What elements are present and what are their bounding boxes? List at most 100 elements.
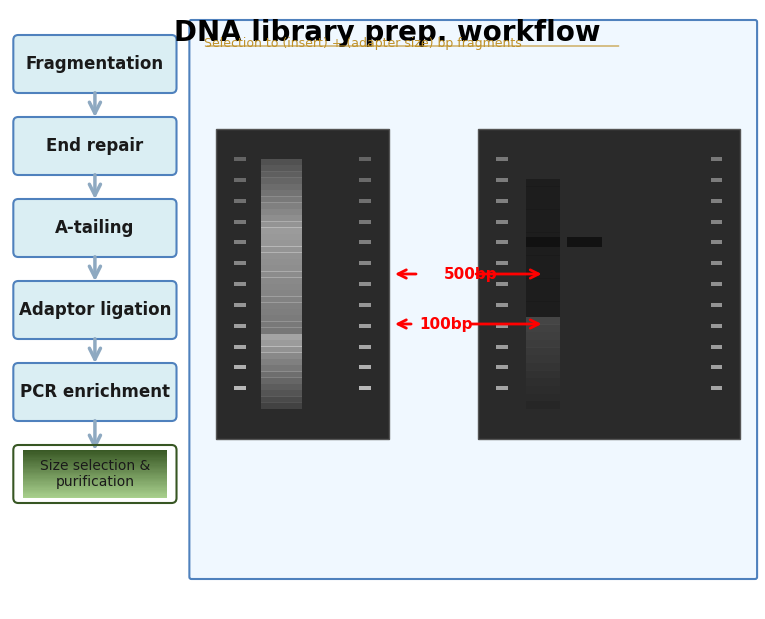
FancyBboxPatch shape	[496, 282, 508, 286]
FancyBboxPatch shape	[261, 221, 302, 228]
FancyBboxPatch shape	[261, 202, 302, 209]
FancyBboxPatch shape	[526, 293, 560, 301]
FancyBboxPatch shape	[711, 178, 722, 182]
Text: Selection to (insert) + (adapter size) bp fragments: Selection to (insert) + (adapter size) b…	[204, 37, 522, 50]
FancyBboxPatch shape	[234, 240, 246, 245]
FancyBboxPatch shape	[526, 263, 560, 271]
FancyBboxPatch shape	[261, 346, 302, 353]
FancyBboxPatch shape	[261, 240, 302, 246]
FancyBboxPatch shape	[526, 378, 560, 386]
FancyBboxPatch shape	[360, 345, 371, 348]
FancyBboxPatch shape	[23, 452, 167, 454]
FancyBboxPatch shape	[261, 171, 302, 178]
FancyBboxPatch shape	[711, 220, 722, 223]
FancyBboxPatch shape	[234, 345, 246, 348]
FancyBboxPatch shape	[23, 454, 167, 456]
FancyBboxPatch shape	[190, 20, 757, 579]
FancyBboxPatch shape	[23, 494, 167, 496]
FancyBboxPatch shape	[23, 481, 167, 482]
FancyBboxPatch shape	[13, 117, 177, 175]
FancyBboxPatch shape	[23, 469, 167, 470]
FancyBboxPatch shape	[496, 345, 508, 348]
FancyBboxPatch shape	[23, 483, 167, 485]
FancyBboxPatch shape	[526, 347, 560, 355]
FancyBboxPatch shape	[23, 464, 167, 465]
FancyBboxPatch shape	[23, 489, 167, 491]
FancyBboxPatch shape	[261, 259, 302, 266]
FancyBboxPatch shape	[526, 286, 560, 294]
FancyBboxPatch shape	[526, 278, 560, 287]
FancyBboxPatch shape	[23, 451, 167, 452]
FancyBboxPatch shape	[261, 352, 302, 359]
FancyBboxPatch shape	[526, 386, 560, 394]
FancyBboxPatch shape	[261, 227, 302, 234]
FancyBboxPatch shape	[360, 365, 371, 370]
FancyBboxPatch shape	[23, 449, 167, 451]
FancyBboxPatch shape	[23, 474, 167, 475]
FancyBboxPatch shape	[496, 220, 508, 223]
FancyBboxPatch shape	[261, 253, 302, 259]
FancyBboxPatch shape	[261, 402, 302, 409]
FancyBboxPatch shape	[526, 178, 560, 187]
FancyBboxPatch shape	[23, 495, 167, 497]
FancyBboxPatch shape	[261, 209, 302, 215]
FancyBboxPatch shape	[496, 178, 508, 182]
FancyBboxPatch shape	[526, 237, 560, 248]
FancyBboxPatch shape	[234, 365, 246, 370]
FancyBboxPatch shape	[360, 220, 371, 223]
FancyBboxPatch shape	[526, 363, 560, 371]
FancyBboxPatch shape	[526, 248, 560, 256]
FancyBboxPatch shape	[526, 339, 560, 348]
FancyBboxPatch shape	[234, 386, 246, 390]
FancyBboxPatch shape	[13, 35, 177, 93]
FancyBboxPatch shape	[261, 277, 302, 284]
FancyBboxPatch shape	[23, 470, 167, 472]
FancyBboxPatch shape	[261, 290, 302, 297]
FancyBboxPatch shape	[711, 303, 722, 307]
FancyBboxPatch shape	[496, 324, 508, 327]
FancyBboxPatch shape	[23, 487, 167, 488]
FancyBboxPatch shape	[526, 194, 560, 202]
Text: DNA library prep. workflow: DNA library prep. workflow	[174, 19, 601, 47]
FancyBboxPatch shape	[23, 484, 167, 486]
FancyBboxPatch shape	[234, 157, 246, 161]
FancyBboxPatch shape	[360, 157, 371, 161]
FancyBboxPatch shape	[23, 480, 167, 481]
FancyBboxPatch shape	[261, 340, 302, 347]
FancyBboxPatch shape	[23, 457, 167, 459]
FancyBboxPatch shape	[23, 466, 167, 468]
FancyBboxPatch shape	[261, 365, 302, 371]
FancyBboxPatch shape	[23, 458, 167, 459]
FancyBboxPatch shape	[23, 461, 167, 462]
Text: End repair: End repair	[47, 137, 144, 155]
FancyBboxPatch shape	[526, 217, 560, 225]
Text: Fragmentation: Fragmentation	[26, 55, 164, 73]
FancyBboxPatch shape	[261, 190, 302, 196]
FancyBboxPatch shape	[496, 365, 508, 370]
FancyBboxPatch shape	[23, 462, 167, 464]
FancyBboxPatch shape	[261, 233, 302, 240]
FancyBboxPatch shape	[23, 477, 167, 479]
FancyBboxPatch shape	[526, 316, 560, 325]
FancyBboxPatch shape	[23, 491, 167, 493]
FancyBboxPatch shape	[526, 401, 560, 409]
FancyBboxPatch shape	[261, 215, 302, 222]
FancyBboxPatch shape	[711, 365, 722, 370]
FancyBboxPatch shape	[261, 308, 302, 315]
FancyBboxPatch shape	[216, 129, 389, 439]
FancyBboxPatch shape	[526, 240, 560, 248]
FancyBboxPatch shape	[526, 324, 560, 332]
FancyBboxPatch shape	[526, 232, 560, 240]
FancyBboxPatch shape	[496, 199, 508, 202]
FancyBboxPatch shape	[526, 393, 560, 401]
FancyBboxPatch shape	[526, 355, 560, 363]
Text: A-tailing: A-tailing	[55, 219, 135, 237]
FancyBboxPatch shape	[360, 178, 371, 182]
FancyBboxPatch shape	[496, 240, 508, 245]
FancyBboxPatch shape	[23, 482, 167, 483]
FancyBboxPatch shape	[526, 370, 560, 378]
FancyBboxPatch shape	[23, 476, 167, 478]
FancyBboxPatch shape	[526, 301, 560, 310]
FancyBboxPatch shape	[496, 157, 508, 161]
FancyBboxPatch shape	[23, 485, 167, 487]
